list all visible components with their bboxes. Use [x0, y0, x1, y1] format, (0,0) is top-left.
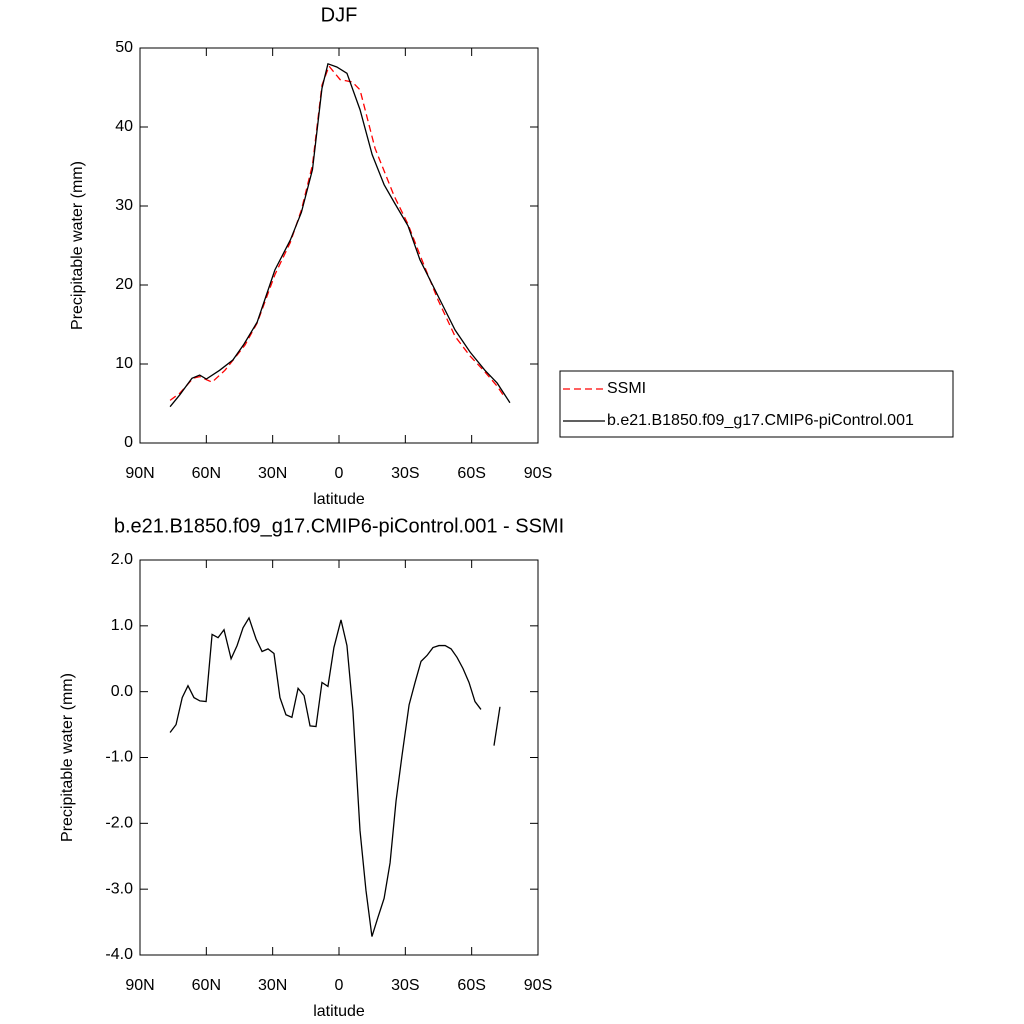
- x-tick-label: 90S: [524, 465, 552, 482]
- x-tick-label: 60N: [192, 977, 221, 994]
- chart-title: DJF: [321, 4, 358, 26]
- y-tick-label: -2.0: [105, 815, 133, 832]
- x-tick-label: 60S: [457, 977, 485, 994]
- x-axis-label: latitude: [313, 491, 365, 508]
- y-axis-label: Precipitable water (mm): [59, 673, 76, 842]
- series-line: [169, 616, 482, 937]
- y-tick-label: 30: [115, 197, 133, 214]
- x-tick-label: 90N: [125, 977, 154, 994]
- y-tick-label: 0: [124, 434, 133, 451]
- y-axis-label: Precipitable water (mm): [69, 161, 86, 330]
- y-tick-label: 50: [115, 39, 133, 56]
- plot-frame: [139, 47, 539, 444]
- y-tick-label: 1.0: [111, 617, 133, 634]
- series-line: [169, 62, 511, 408]
- y-tick-label: -4.0: [105, 946, 133, 963]
- series-line: [493, 706, 501, 746]
- y-tick-label: -3.0: [105, 880, 133, 897]
- y-tick-label: 10: [115, 355, 133, 372]
- y-tick-label: -1.0: [105, 749, 133, 766]
- plot-frame: [139, 559, 539, 956]
- legend-box: [559, 370, 954, 438]
- legend-label: SSMI: [607, 380, 646, 397]
- x-tick-label: 30N: [258, 465, 287, 482]
- chart-title: b.e21.B1850.f09_g17.CMIP6-piControl.001 …: [114, 515, 564, 537]
- y-tick-label: 0.0: [111, 683, 133, 700]
- x-tick-label: 60S: [457, 465, 485, 482]
- x-tick-label: 0: [335, 465, 344, 482]
- x-tick-label: 30S: [391, 977, 419, 994]
- x-tick-label: 60N: [192, 465, 221, 482]
- legend-label: b.e21.B1850.f09_g17.CMIP6-piControl.001: [607, 412, 914, 429]
- y-tick-label: 40: [115, 118, 133, 135]
- x-tick-label: 90S: [524, 977, 552, 994]
- x-axis-label: latitude: [313, 1003, 365, 1020]
- x-tick-label: 90N: [125, 465, 154, 482]
- x-tick-label: 30S: [391, 465, 419, 482]
- y-tick-label: 20: [115, 276, 133, 293]
- series-line: [169, 64, 504, 401]
- x-tick-label: 0: [335, 977, 344, 994]
- x-tick-label: 30N: [258, 977, 287, 994]
- y-tick-label: 2.0: [111, 551, 133, 568]
